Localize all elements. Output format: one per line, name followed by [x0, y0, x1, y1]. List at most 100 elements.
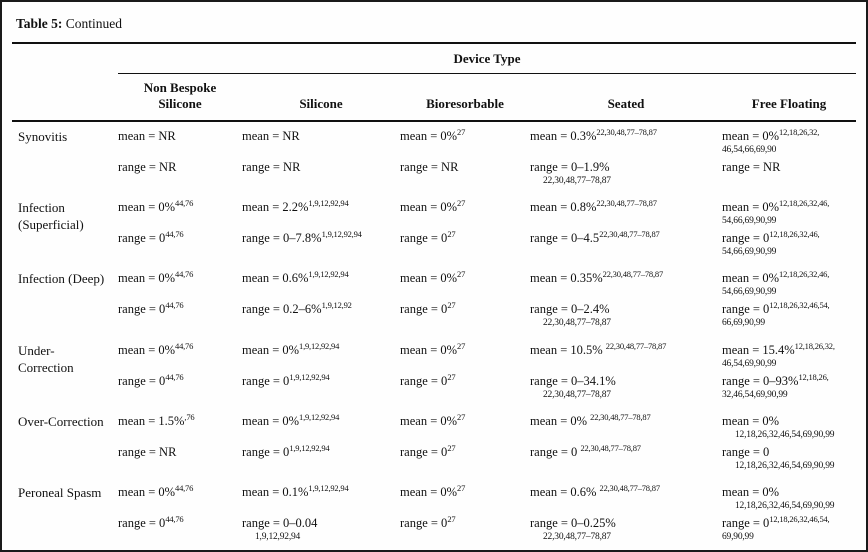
cell-mean-value: mean = 0.1%1,9,12,92,94 [242, 483, 396, 516]
reference-subline: 22,30,48,77–78,87 [543, 318, 611, 329]
value-text: mean = 0% [118, 271, 176, 286]
cell-mean-value: mean = 0.6%1,9,12,92,94 [242, 270, 396, 302]
row-label: Infection (Deep) [18, 271, 105, 287]
cell-mean-value: mean = 0.3%22,30,48,77–78,87 [530, 126, 718, 160]
reference-superscript: 1,9,12,92 [321, 300, 352, 311]
row-label: Peroneal Spasm [18, 485, 102, 501]
value-text: range = 0 [530, 445, 581, 460]
value-text: mean = 0% [722, 199, 780, 214]
value-text: range = 0 [118, 302, 166, 317]
value-text: range = 0–7.8% [242, 230, 322, 245]
value-text: range = 0–0.25% [530, 516, 616, 531]
table-cell: mean = 0% 22,30,48,77–78,87 range = 0 22,… [530, 413, 722, 472]
cell-mean-value: mean = 0%27 [400, 340, 526, 374]
value-text: mean = 0.6% [530, 485, 600, 500]
reference-superscript: 12,18,26,32,46, [779, 269, 830, 280]
value-text: range = 0 [118, 516, 166, 531]
cell-range-value: range = 0–4.522,30,48,77–78,87 [530, 229, 718, 253]
cell-range-value: range = 0 22,30,48,77–78,87 [530, 444, 718, 467]
reference-subline: 66,69,90,99 [722, 318, 765, 329]
reference-subline: 54,66,69,90,99 [722, 215, 777, 226]
cell-range-value: range = 044,76 [118, 515, 238, 538]
value-text: mean = 0.6% [242, 271, 309, 286]
table-cell: mean = 0.3%22,30,48,77–78,87 range = 0–1.… [530, 126, 722, 187]
cell-mean-value: mean = 0%44,76 [118, 340, 238, 374]
table-cell: mean = 0%27 range = NR [400, 127, 530, 187]
cell-mean-value: mean = 0%27 [400, 483, 526, 516]
table-cell: mean = 0%27 range = 027 [400, 340, 530, 401]
reference-subline: 69,90,99 [722, 532, 754, 543]
table-cell: mean = 10.5% 22,30,48,77–78,87 range = 0–… [530, 340, 722, 401]
reference-superscript: 22,30,48,77–78,87 [605, 340, 667, 351]
reference-superscript: 1,9,12,92,94 [321, 228, 362, 239]
reference-superscript: 12,18,26,32, [794, 340, 835, 351]
reference-superscript: 27 [457, 269, 466, 280]
value-text: mean = 0% [530, 414, 591, 429]
table-cell: mean = 0%44,76 range = 044,76 [118, 198, 242, 258]
cell-mean-value: mean = 0%12,18,26,32, 46,54,66,69,90 [722, 127, 852, 160]
table-cell: mean = 0% 12,18,26,32,46, 54, 66,69,90,99 ra… [722, 269, 856, 329]
value-text: mean = 0% [242, 342, 300, 357]
table-cell: mean = 0.1%1,9,12,92,94 range = 0–0.04 1,9… [242, 483, 400, 543]
value-text: mean = NR [242, 128, 300, 143]
value-text: range = 0 [722, 302, 770, 317]
reference-subline: 22,30,48,77–78,87 [543, 175, 611, 186]
cell-mean-value: mean = 0.6% 22,30,48,77–78,87 [530, 483, 718, 516]
value-text: range = 0 [118, 230, 166, 245]
cell-mean-value: mean = 0%44,76 [118, 270, 238, 302]
table-cell: mean = 0%12,18,26,32, 46,54,66,69,90 range… [722, 127, 856, 187]
cell-mean-value: mean = 0%44,76 [118, 198, 238, 231]
cell-range-value: range = NR [400, 160, 526, 182]
cell-mean-value: mean = 0%27 [400, 413, 526, 445]
reference-superscript: 1,9,12,92,94 [308, 483, 349, 494]
reference-superscript: 12,18,26,32,46, [769, 228, 820, 239]
table-row: Under- Correction mean = 0%44,76 range = 0… [12, 336, 856, 407]
cell-mean-value: mean = 0.8%22,30,48,77–78,87 [530, 198, 718, 231]
table-cell: mean = NR range = NR [118, 129, 242, 187]
value-text: mean = 0% [722, 271, 780, 286]
reference-subline: 54,66,69,90,99 [722, 246, 777, 257]
value-text: mean = 0% [118, 342, 176, 357]
table-cell: mean = 1.5%,76 range = NR [118, 413, 242, 472]
cell-range-value: range = 0–2.4% 22,30,48,77–78,87 [530, 302, 718, 329]
reference-superscript: 12,18,26,32,46,54, [769, 300, 830, 311]
row-label: Synovitis [18, 128, 68, 144]
cell-range-value: range = 0–34.1% 22,30,48,77–78,87 [530, 374, 718, 401]
cell-mean-value: mean = 0% 12,18,26,32,46,54,69,90,99 [722, 414, 852, 445]
column-header-4: Seated [607, 96, 645, 112]
value-text: mean = 0% [242, 414, 300, 429]
reference-superscript: 27 [457, 483, 466, 494]
table-cell: mean = 0%44,76 range = 044,76 [118, 484, 242, 543]
reference-superscript: 1,9,12,92,94 [299, 340, 340, 351]
table-row: Synovitis mean = NR range = NR mean = NR ran… [12, 122, 856, 193]
cell-range-value: range = 01,9,12,92,94 [242, 372, 396, 396]
cell-range-value: range = 0–93%12,18,26, 32,46,54,69,90,99 [722, 372, 852, 401]
cell-range-value: range = 027 [400, 229, 526, 253]
table-cell: mean = 0.35%22,30,48,77–78,87 range = 0–2… [530, 269, 722, 329]
cell-mean-value: mean = 10.5% 22,30,48,77–78,87 [530, 340, 718, 374]
value-text: mean = 0% [400, 271, 458, 286]
table-row: Infection (Superficial) mean = 0%44,76 ran… [12, 193, 856, 264]
table-row: Infection (Deep) mean = 0%44,76 range = 04… [12, 264, 856, 335]
row-label: Infection (Superficial) [18, 199, 84, 232]
cell-range-value: range = 012,18,26,32,46, 54,66,69,90,99 [722, 228, 852, 258]
reference-superscript: 22,30,48,77–78,87 [596, 126, 657, 137]
reference-superscript: 22,30,48,77–78,87 [599, 483, 661, 494]
reference-subline: 1,9,12,92,94 [255, 532, 301, 543]
value-text: range = 0 [118, 373, 166, 388]
value-text: mean = 0% [400, 128, 458, 143]
cell-mean-value: mean = 2.2%1,9,12,92,94 [242, 198, 396, 231]
value-text: mean = 0% [400, 485, 458, 500]
value-text: mean = 15.4% [722, 342, 795, 357]
value-text: mean = 0% [400, 342, 458, 357]
column-header-3: Bioresorbable [426, 96, 504, 112]
column-header-row: Non Bespoke Silicone Silicone Bioresorbabl… [12, 74, 856, 122]
reference-superscript: 44,76 [165, 371, 184, 382]
reference-superscript: 44,76 [175, 340, 194, 351]
reference-superscript: 22,30,48,77–78,87 [602, 269, 664, 280]
value-text: range = 0 [722, 230, 770, 245]
cell-mean-value: mean = 0%44,76 [118, 484, 238, 516]
value-text: mean = 0% [722, 485, 780, 500]
value-text: mean = NR [118, 128, 176, 143]
reference-superscript: 27 [457, 340, 466, 351]
